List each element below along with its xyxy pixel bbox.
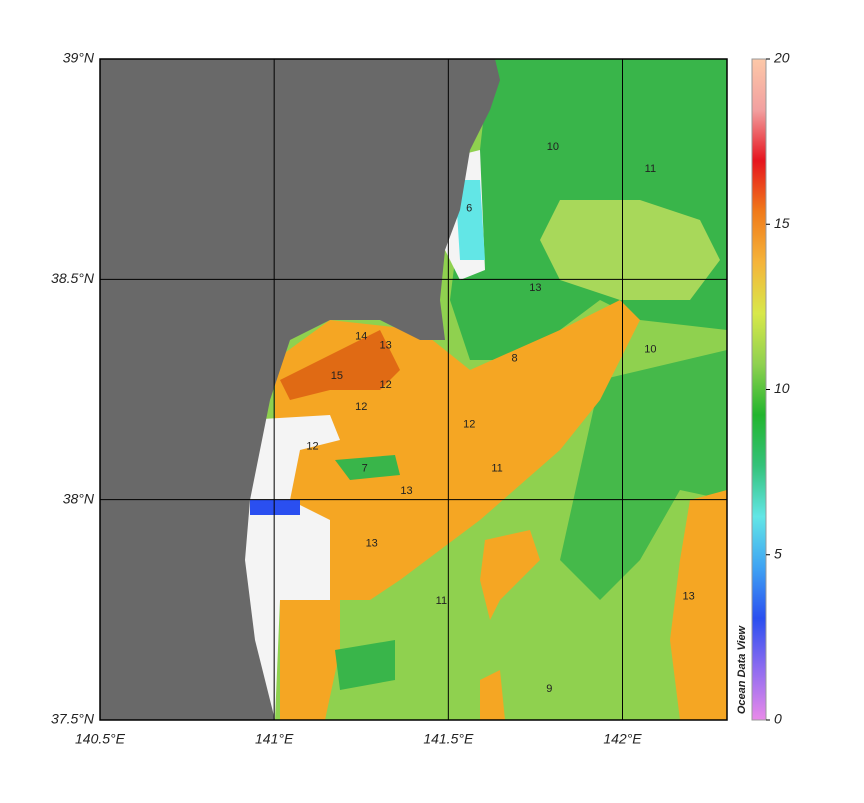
- colorbar-tick-label: 0: [774, 711, 782, 727]
- contour-label: 11: [436, 595, 447, 607]
- contour-label: 11: [645, 163, 656, 175]
- sea-blue: [250, 500, 300, 515]
- colorbar: [751, 58, 767, 721]
- sea-green: [335, 640, 395, 690]
- contour-label: 14: [355, 331, 367, 343]
- sea-orange: [670, 490, 727, 720]
- sea-green: [335, 455, 400, 480]
- contour-label: 13: [683, 591, 695, 603]
- contour-label: 15: [331, 370, 343, 382]
- contour-label: 11: [491, 463, 502, 475]
- contour-label: 13: [529, 282, 541, 294]
- contour-label: 10: [547, 141, 559, 153]
- y-tick-label: 37.5°N: [51, 711, 95, 727]
- contour-label: 7: [362, 463, 368, 475]
- map-frame: [99, 58, 728, 721]
- sea-orange: [280, 600, 340, 720]
- colorbar-tick-label: 20: [773, 50, 790, 66]
- x-tick-label: 141°E: [255, 731, 294, 747]
- colorbar-tick-label: 15: [774, 215, 790, 231]
- sea-cyan: [455, 180, 485, 260]
- contour-label: 8: [511, 353, 517, 365]
- land: [100, 59, 500, 720]
- contour-label: 13: [400, 485, 412, 497]
- sea-orange: [480, 670, 505, 720]
- y-tick-label: 38°N: [63, 490, 95, 506]
- contour-label: 12: [306, 441, 318, 453]
- contour-label: 6: [466, 203, 472, 215]
- map-area: [100, 59, 727, 720]
- contour-label: 12: [463, 419, 475, 431]
- contour-label: 13: [380, 339, 392, 351]
- contour-label: 13: [366, 538, 378, 550]
- sea-yellowgreen: [540, 200, 720, 300]
- x-tick-label: 141.5°E: [423, 731, 474, 747]
- sea-green: [560, 350, 727, 600]
- sea-darkorange: [280, 330, 400, 400]
- watermark: Ocean Data View: [736, 624, 748, 714]
- contour-label: 10: [644, 344, 656, 356]
- sea-orange: [480, 530, 540, 620]
- contour-label: 9: [546, 683, 552, 695]
- contour-label: 12: [380, 379, 392, 391]
- contour-label: 12: [355, 401, 367, 413]
- no-data: [245, 415, 340, 720]
- contour-labels: 15 14 13 12 12 13 13 12 7 11 10 11 13 12 11 13 9 10 8 6: [306, 141, 694, 695]
- y-tick-label: 38.5°N: [51, 270, 95, 286]
- colorbar-tick-label: 10: [774, 380, 790, 396]
- x-tick-label: 140.5°E: [75, 731, 126, 747]
- x-tick-label: 142°E: [603, 731, 642, 747]
- y-tick-label: 39°N: [63, 50, 95, 66]
- colorbar-tick-label: 5: [774, 545, 782, 561]
